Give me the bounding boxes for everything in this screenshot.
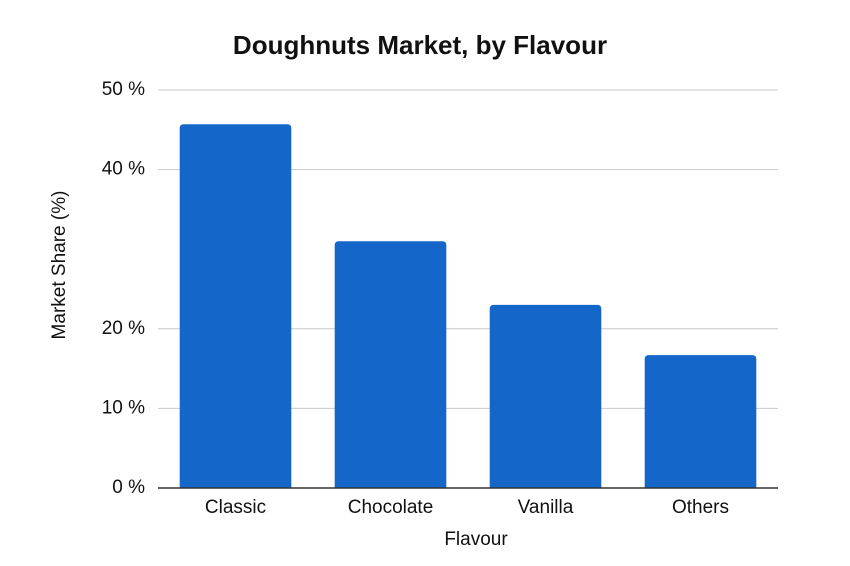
x-tick-label: Vanilla — [518, 497, 574, 518]
y-tick-label: 10 % — [102, 397, 145, 418]
x-tick-label: Chocolate — [348, 497, 434, 518]
x-tick-label: Classic — [205, 497, 266, 518]
bar — [179, 124, 292, 488]
y-tick-label: 0 % — [112, 477, 145, 498]
y-tick-label: 20 % — [102, 318, 145, 339]
bar — [644, 355, 757, 488]
x-tick-label: Others — [672, 497, 729, 518]
x-axis-label: Flavour — [444, 529, 508, 550]
y-tick-label: 40 % — [102, 159, 145, 180]
bar — [489, 304, 602, 488]
y-axis-label: Market Share (%) — [49, 191, 70, 340]
chart-title: Doughnuts Market, by Flavour — [233, 30, 607, 60]
bar — [334, 241, 447, 488]
y-tick-label: 50 % — [102, 79, 145, 100]
